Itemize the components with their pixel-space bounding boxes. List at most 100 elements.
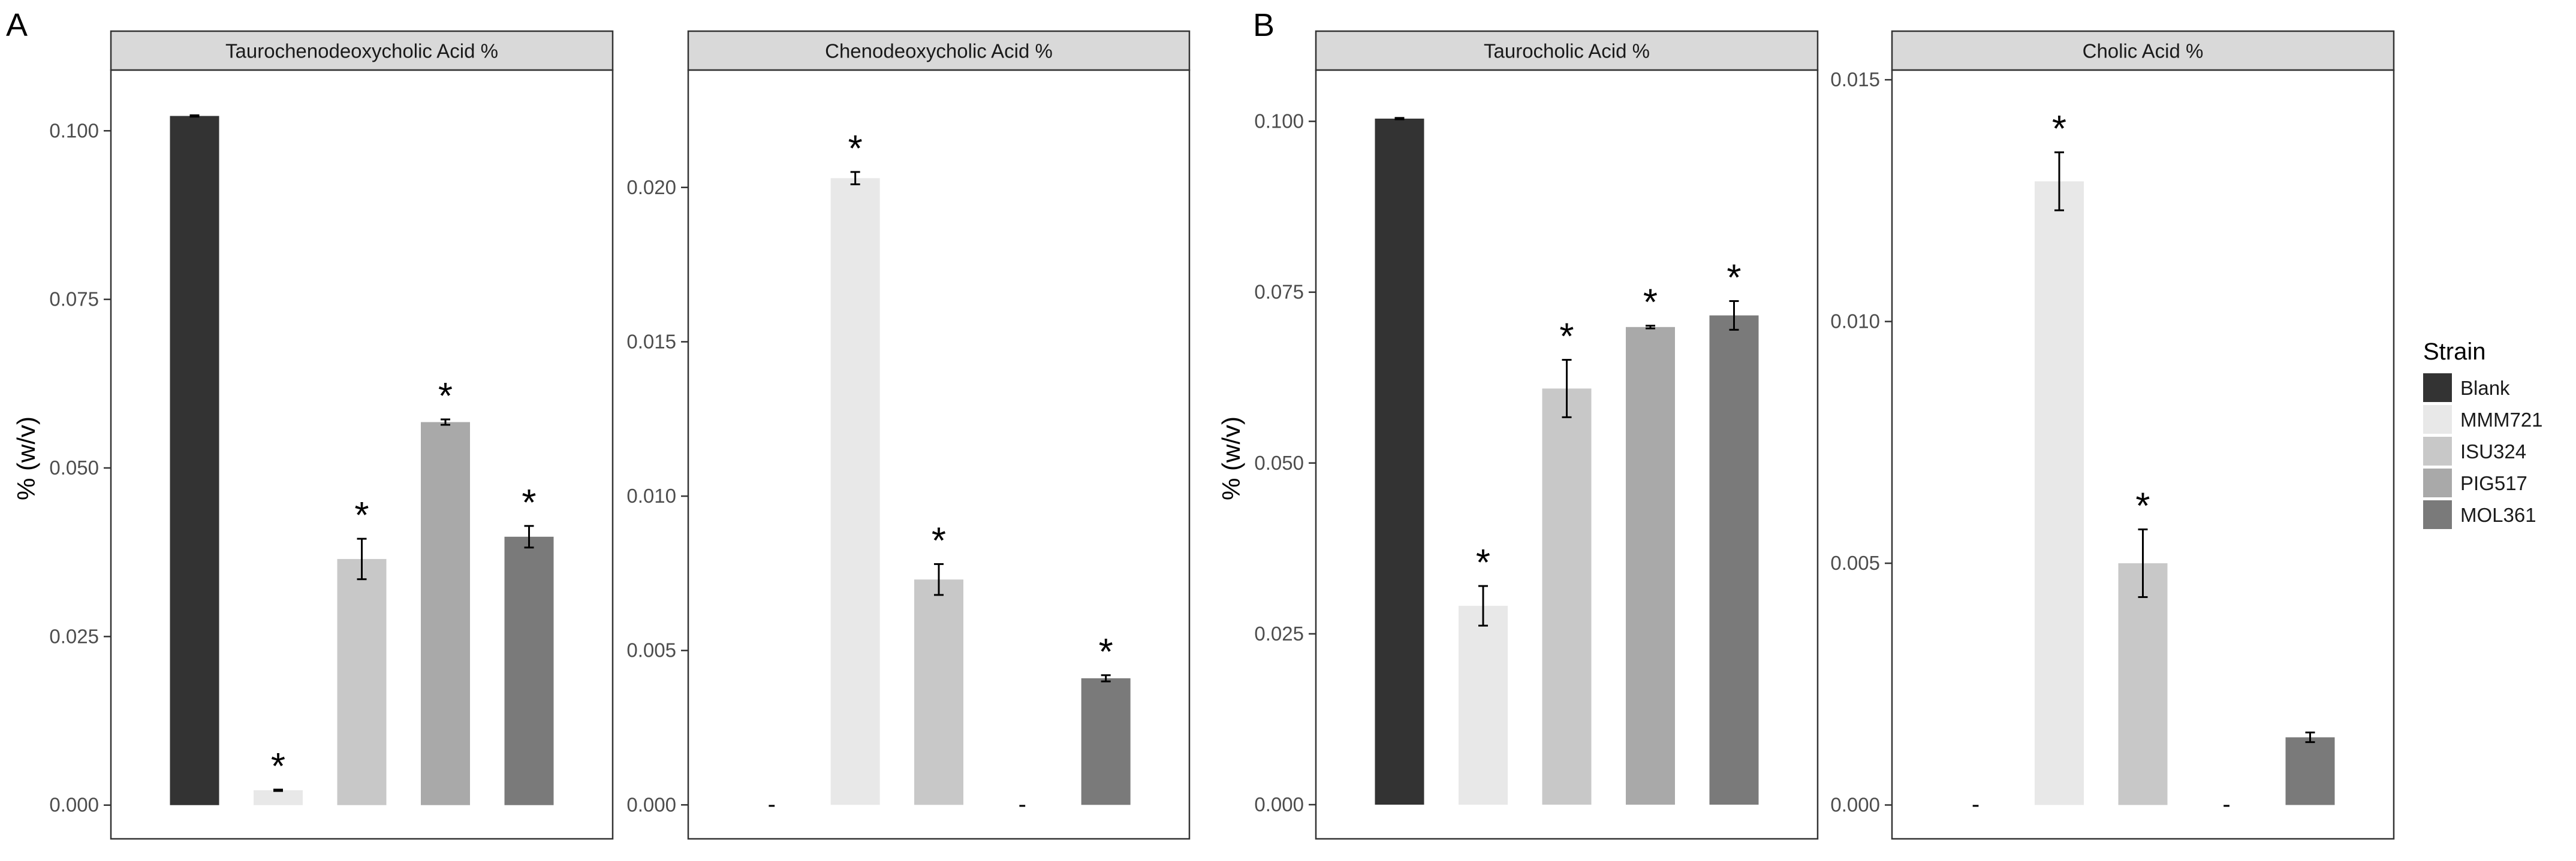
legend-item-blank: Blank (2423, 373, 2510, 402)
y-tick-label: 0.005 (626, 639, 676, 661)
y-tick-label: 0.015 (626, 330, 676, 352)
y-tick-label: 0.050 (1254, 452, 1304, 474)
error-bar (1478, 585, 1488, 627)
legend-swatch (2423, 437, 2452, 466)
facet-4: Cholic Acid % 0.000 0.005 0.010 0.015 - * * - (1830, 30, 2395, 840)
bar-mol361 (2285, 737, 2335, 805)
significance-marker: * (2135, 486, 2150, 527)
error-bar (2054, 151, 2064, 212)
error-bar (1394, 117, 1405, 120)
panel-letter-b: B (1253, 7, 1275, 43)
significance-marker: * (354, 495, 369, 536)
y-tick-label: 0.000 (1830, 794, 1880, 816)
y-tick-label: 0.020 (626, 176, 676, 198)
facet-title: Taurochenodeoxycholic Acid % (225, 40, 498, 62)
error-bar (1101, 674, 1111, 682)
bar-isu324 (2118, 563, 2168, 805)
y-tick-label: 0.100 (1254, 110, 1304, 132)
legend-label: MMM721 (2460, 409, 2543, 431)
significance-marker: * (1559, 316, 1574, 358)
y-tick-label: 0.025 (49, 625, 99, 647)
error-bar (2305, 731, 2315, 744)
error-bar (441, 418, 450, 426)
bar-isu324 (337, 558, 387, 805)
facet-title: Chenodeoxycholic Acid % (825, 40, 1053, 62)
bar-mol361 (1709, 315, 1759, 805)
bar-isu324 (914, 579, 963, 805)
error-bar (357, 537, 367, 581)
legend-label: Blank (2460, 377, 2510, 399)
y-tick-label: 0.100 (49, 119, 99, 141)
facet-title: Taurocholic Acid % (1484, 40, 1650, 62)
error-bar (1562, 359, 1572, 418)
significance-marker: * (438, 376, 453, 417)
y-tick-label: 0.000 (49, 794, 99, 816)
y-tick-label: 0.005 (1830, 552, 1880, 574)
error-bar (524, 525, 534, 549)
significance-marker: * (932, 520, 946, 561)
y-tick-label: 0.075 (1254, 281, 1304, 303)
legend-item-mmm721: MMM721 (2423, 405, 2543, 434)
y-tick-label: 0.000 (626, 793, 676, 815)
bar-mol361 (504, 536, 554, 805)
legend-swatch (2423, 500, 2452, 529)
y-axis-label-b: % (w/v) (1217, 416, 1245, 500)
legend-title: Strain (2423, 339, 2486, 365)
bar-pig517 (1626, 327, 1675, 805)
facet-title: Cholic Acid % (2083, 40, 2204, 62)
y-tick-label: 0.075 (49, 288, 99, 310)
panel-letter-a: A (6, 7, 28, 43)
bar-mmm721 (1459, 606, 1508, 805)
y-tick-label: 0.000 (1254, 793, 1304, 815)
facet-plots: Taurochenodeoxycholic Acid % 0.000 0.025 0.… (49, 30, 2395, 840)
significance-marker: * (522, 482, 536, 524)
bar-blank (170, 116, 219, 805)
legend-swatch (2423, 373, 2452, 402)
y-tick-label: 0.050 (49, 457, 99, 479)
legend-item-mol361: MOL361 (2423, 500, 2536, 529)
bar-mmm721 (2035, 181, 2084, 805)
legend-label: MOL361 (2460, 504, 2536, 526)
error-bar (273, 789, 283, 792)
bar-blank (1375, 118, 1424, 805)
not-detected-marker: - (2222, 791, 2230, 818)
legend-item-pig517: PIG517 (2423, 469, 2527, 497)
legend-swatch (2423, 469, 2452, 497)
facet-strip (1315, 30, 1819, 71)
error-bar (850, 171, 860, 186)
error-bar (1729, 300, 1739, 331)
y-tick-label: 0.010 (626, 485, 676, 507)
facet-1: Taurochenodeoxycholic Acid % 0.000 0.025 0.… (49, 30, 614, 840)
error-bar (934, 563, 944, 596)
significance-marker: * (1099, 632, 1113, 673)
bar-mol361 (1081, 678, 1131, 805)
significance-marker: * (1727, 257, 1741, 298)
error-bar (1646, 325, 1655, 330)
significance-marker: * (1643, 282, 1658, 324)
legend-items: Blank MMM721 ISU324 PIG517 MOL361 (2423, 373, 2543, 529)
legend-label: ISU324 (2460, 440, 2526, 463)
y-tick-label: 0.025 (1254, 623, 1304, 645)
bar-mmm721 (830, 178, 880, 805)
y-axis-label-a: % (w/v) (12, 416, 40, 500)
bar-pig517 (421, 422, 470, 805)
significance-marker: * (2052, 108, 2066, 150)
significance-marker: * (1476, 542, 1490, 584)
error-bar (189, 114, 200, 118)
legend-label: PIG517 (2460, 472, 2527, 494)
legend-item-isu324: ISU324 (2423, 437, 2526, 466)
facet-strip (110, 30, 614, 71)
bar-mmm721 (254, 790, 303, 805)
not-detected-marker: - (768, 791, 776, 817)
bar-isu324 (1542, 388, 1592, 805)
facet-3: Taurocholic Acid % 0.000 0.025 0.050 0.075 0.… (1254, 30, 1819, 840)
significance-marker: * (848, 128, 863, 170)
facet-2: Chenodeoxycholic Acid % 0.000 0.005 0.010 0.… (626, 30, 1191, 840)
legend-swatch (2423, 405, 2452, 434)
not-detected-marker: - (1019, 791, 1026, 817)
error-bar (2138, 528, 2148, 599)
significance-marker: * (271, 746, 285, 787)
strain-legend: Strain Blank MMM721 ISU324 PIG517 MOL361 (2423, 339, 2543, 529)
not-detected-marker: - (1972, 791, 1980, 818)
